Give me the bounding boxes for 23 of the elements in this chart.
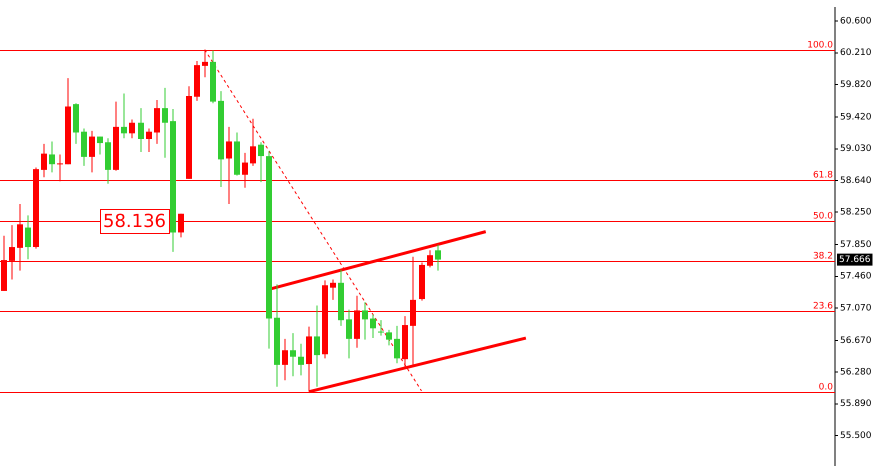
y-tick-label: 57.460 xyxy=(840,272,872,282)
annotation: 50.0 xyxy=(812,211,834,222)
y-tick-label: 58.250 xyxy=(840,207,872,218)
y-tick-label: 60.210 xyxy=(840,48,872,58)
annotation: 0.0 xyxy=(818,382,834,392)
annotation: 100.0 xyxy=(807,40,834,50)
y-tick-label: 57.070 xyxy=(840,303,872,314)
y-tick-label: 60.600 xyxy=(840,16,872,27)
y-tick-label: 59.420 xyxy=(840,112,872,122)
y-tick-label: 57.850 xyxy=(840,240,872,250)
y-tick-label: 56.280 xyxy=(840,368,872,378)
y-tick-label: 56.670 xyxy=(840,336,872,346)
annotation: 58.136 xyxy=(103,211,166,232)
annotation: 61.8 xyxy=(812,170,834,180)
candlestick xyxy=(378,320,384,336)
annotation: 38.2 xyxy=(812,251,833,262)
annotation: 57.666 xyxy=(839,254,871,265)
y-tick-label: 58.640 xyxy=(840,176,872,186)
y-tick-label: 59.030 xyxy=(840,144,872,154)
y-tick-label: 55.500 xyxy=(840,430,872,441)
annotation: 23.6 xyxy=(812,301,834,312)
y-tick-label: 59.820 xyxy=(840,80,872,90)
y-tick-label: 55.890 xyxy=(840,399,872,410)
